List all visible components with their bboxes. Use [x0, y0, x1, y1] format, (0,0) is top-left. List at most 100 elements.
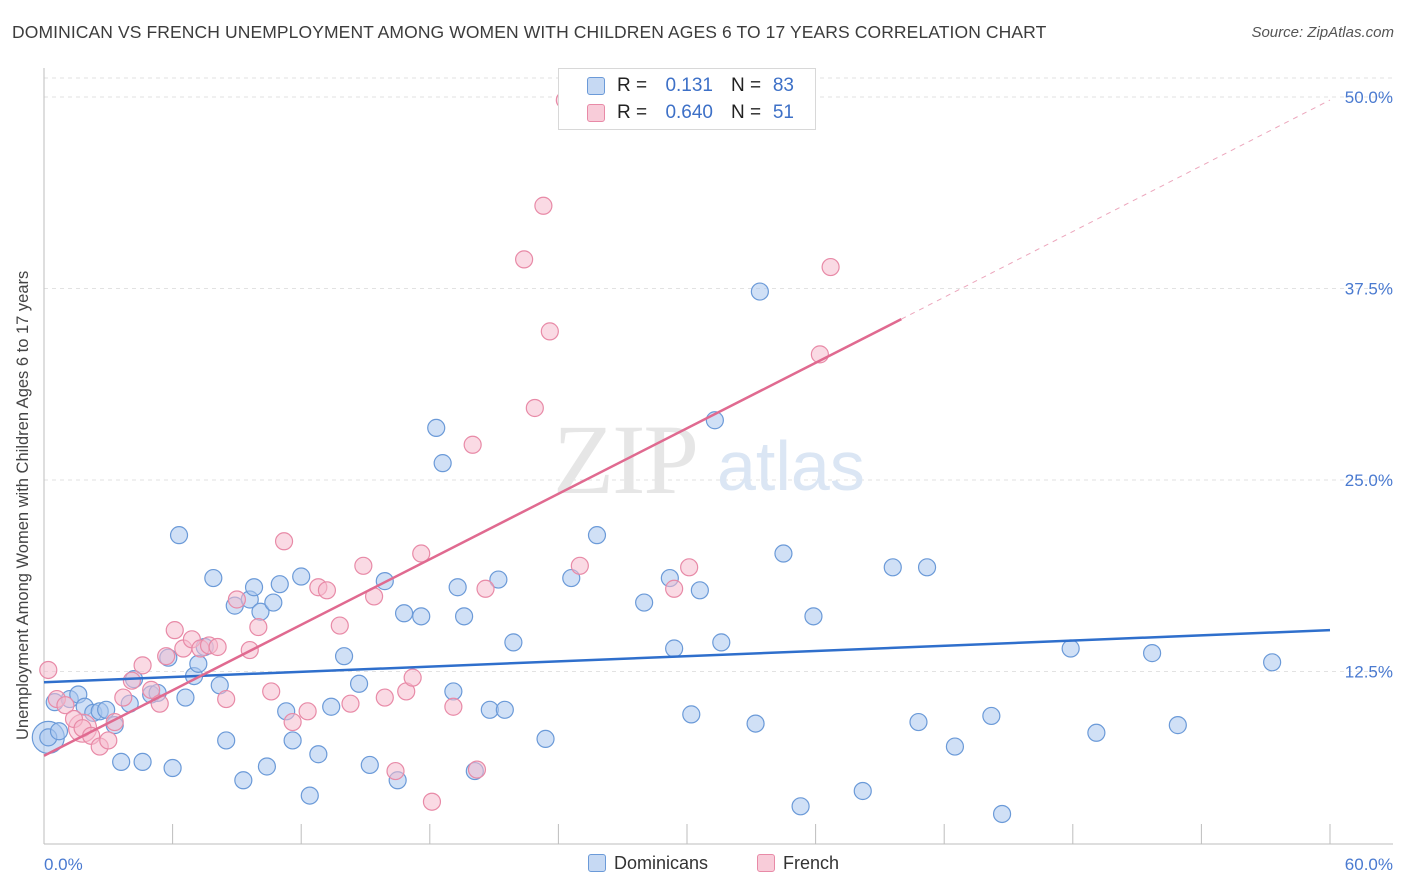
french-point	[444, 697, 463, 716]
y-tick-label: 50.0%	[1345, 88, 1393, 107]
french-point	[217, 689, 236, 709]
dominicans-point	[917, 558, 937, 577]
dominicans-point	[427, 418, 446, 438]
dominicans-point	[444, 682, 463, 701]
french-point	[570, 556, 589, 575]
dominicans-point	[283, 731, 302, 750]
dominicans-point	[587, 526, 607, 545]
dominicans-point	[322, 697, 341, 716]
legend-r-value: 0.131	[665, 75, 713, 96]
legend-n-value: 51	[772, 102, 794, 123]
dominicans-point	[433, 454, 452, 473]
bottom-legend: Dominicans French	[0, 853, 1406, 877]
french-point	[157, 647, 176, 666]
french-point	[142, 680, 161, 699]
french-point	[821, 257, 840, 277]
x-tick-label-max: 60.0%	[1345, 855, 1393, 874]
bottom-legend-french[interactable]: French	[757, 853, 839, 874]
dominicans-point	[360, 755, 379, 775]
legend-row-french: R = 0.640 N = 51	[559, 100, 815, 126]
dominicans-point	[169, 526, 189, 545]
dominicans-point	[189, 654, 208, 673]
dominicans-points	[31, 282, 1282, 824]
french-point	[330, 616, 349, 635]
legend-row-dominicans: R = 0.131 N = 83	[559, 73, 815, 99]
french-point	[354, 556, 373, 575]
legend-r-value: 0.640	[665, 102, 713, 123]
dominicans-point	[163, 758, 182, 778]
dominicans-point	[883, 558, 902, 577]
dominicans-point	[750, 282, 769, 301]
dominicans-point	[292, 567, 311, 586]
legend-n-label: N =	[731, 75, 762, 96]
dominicans-point	[1263, 653, 1282, 672]
bottom-legend-label-dominicans: Dominicans	[614, 853, 709, 873]
dominicans-point	[495, 700, 514, 719]
french-point	[534, 196, 553, 215]
dominicans-point	[1143, 644, 1162, 663]
legend-swatch-french	[587, 104, 605, 122]
bottom-legend-label-french: French	[783, 853, 840, 873]
french-point	[114, 688, 133, 707]
dominicans-point	[217, 731, 236, 750]
french-point	[412, 544, 431, 563]
dominicans-point	[244, 578, 264, 597]
dominicans-point	[133, 752, 152, 771]
french-point	[515, 250, 534, 269]
french-point	[467, 760, 487, 779]
dominicans-point	[682, 705, 701, 724]
dominicans-point	[504, 633, 523, 652]
dominicans-point	[635, 593, 654, 612]
dominicans-point	[234, 771, 253, 790]
french-point	[403, 668, 422, 687]
bottom-legend-dominicans[interactable]: Dominicans	[588, 853, 708, 874]
french-point	[262, 682, 281, 701]
y-tick-label: 12.5%	[1345, 663, 1393, 682]
watermark: ZIP atlas	[553, 404, 865, 515]
french-point	[341, 694, 360, 713]
french-trend-line	[43, 318, 902, 757]
legend-n-label: N =	[731, 102, 762, 123]
french-point	[165, 621, 184, 640]
legend-r-label: R =	[617, 102, 648, 123]
dominicans-point	[665, 639, 684, 658]
legend-box: R = 0.131 N = 83 R = 0.640 N = 51	[558, 68, 816, 130]
y-tick-label: 25.0%	[1345, 471, 1393, 490]
watermark-atlas: atlas	[717, 427, 865, 505]
dominicans-point	[300, 786, 319, 805]
french-point	[665, 579, 684, 598]
dominicans-point	[270, 575, 289, 594]
legend-n-value: 83	[772, 75, 794, 96]
dominicans-point	[536, 729, 555, 749]
french-point	[208, 637, 227, 657]
french-point	[375, 688, 394, 707]
dominicans-point	[176, 688, 195, 707]
french-point	[463, 435, 482, 454]
french-point	[227, 590, 246, 609]
dominicans-point	[334, 647, 354, 666]
dominicans-point	[774, 544, 793, 563]
french-point	[283, 712, 302, 732]
legend-swatch-dominicans	[587, 77, 605, 95]
dominicans-point	[746, 714, 765, 733]
dominicans-point	[1087, 723, 1106, 742]
dominicans-point	[412, 607, 431, 626]
dominicans-point	[448, 578, 467, 597]
bottom-legend-swatch-dominicans	[588, 854, 606, 872]
french-point	[317, 581, 337, 600]
dominicans-point	[690, 581, 709, 600]
french-trend-line-extended	[901, 99, 1331, 320]
french-point	[680, 558, 699, 577]
dominicans-point	[712, 633, 731, 652]
french-point	[99, 731, 118, 750]
dominicans-point	[257, 757, 277, 776]
dominicans-point	[909, 712, 928, 732]
dominicans-point	[394, 604, 414, 623]
dominicans-point	[489, 570, 508, 589]
french-point	[274, 532, 294, 551]
y-tick-label: 37.5%	[1345, 280, 1393, 299]
dominicans-point	[204, 568, 223, 588]
french-point	[39, 660, 58, 680]
axes	[43, 68, 1393, 845]
